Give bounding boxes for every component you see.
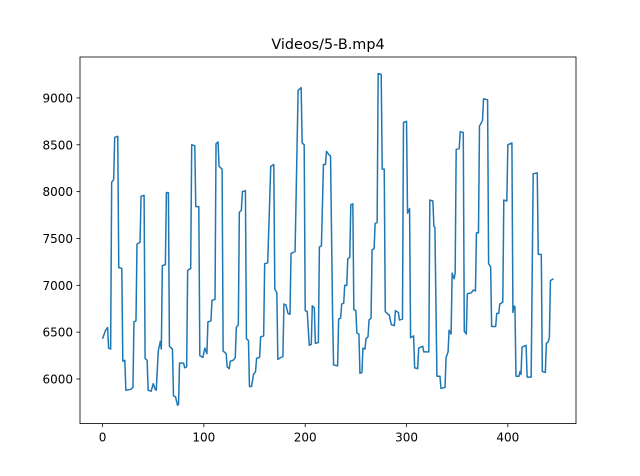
- data-line: [101, 72, 554, 406]
- x-tick-label: 0: [99, 431, 107, 445]
- x-tick-label: 300: [395, 431, 418, 445]
- y-tick-label: 6000: [42, 373, 73, 387]
- y-tick-label: 8500: [42, 138, 73, 152]
- y-tick-label: 7500: [42, 232, 73, 246]
- y-tick-label: 8000: [42, 185, 73, 199]
- plot-frame: [79, 56, 577, 425]
- x-tick-label: 100: [192, 431, 215, 445]
- y-tick-label: 6500: [42, 326, 73, 340]
- y-tick-label: 9000: [42, 91, 73, 105]
- chart-title: Videos/5-B.mp4: [271, 37, 384, 53]
- x-tick-label: 200: [294, 431, 317, 445]
- x-tick-label: 400: [496, 431, 519, 445]
- y-tick-label: 7000: [42, 279, 73, 293]
